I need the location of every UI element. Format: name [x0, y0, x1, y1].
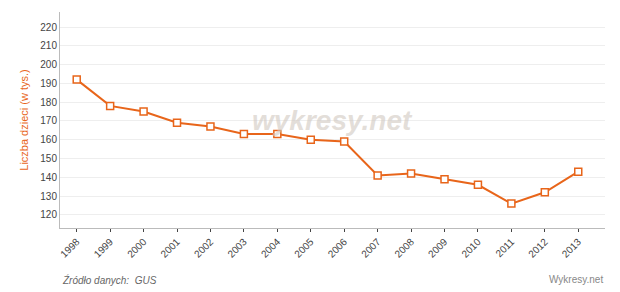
svg-text:2000: 2000 — [125, 236, 149, 260]
svg-text:2013: 2013 — [560, 236, 584, 260]
svg-text:2010: 2010 — [459, 236, 483, 260]
svg-text:220: 220 — [40, 22, 57, 33]
svg-text:2011: 2011 — [493, 236, 516, 259]
svg-text:170: 170 — [40, 115, 57, 126]
svg-text:wykresy.net: wykresy.net — [252, 105, 413, 136]
svg-text:Wykresy.net: Wykresy.net — [549, 274, 603, 285]
svg-text:160: 160 — [40, 134, 57, 145]
svg-text:140: 140 — [40, 172, 57, 183]
svg-text:Źródło danych: GUS: Źródło danych: GUS — [62, 274, 157, 286]
svg-text:190: 190 — [40, 78, 57, 89]
svg-text:Liczba dzieci (w tys.): Liczba dzieci (w tys.) — [18, 69, 30, 170]
svg-text:2005: 2005 — [292, 236, 316, 260]
svg-text:2002: 2002 — [192, 236, 216, 260]
svg-text:150: 150 — [40, 153, 57, 164]
svg-text:120: 120 — [40, 209, 57, 220]
svg-text:2001: 2001 — [158, 236, 182, 260]
svg-text:2009: 2009 — [426, 236, 450, 260]
svg-text:2006: 2006 — [326, 236, 350, 260]
svg-text:2007: 2007 — [359, 236, 383, 260]
svg-text:200: 200 — [40, 59, 57, 70]
svg-text:2003: 2003 — [225, 236, 249, 260]
svg-text:2008: 2008 — [393, 236, 417, 260]
svg-text:210: 210 — [40, 40, 57, 51]
svg-text:2004: 2004 — [259, 236, 283, 260]
svg-text:1998: 1998 — [58, 236, 82, 260]
svg-text:2012: 2012 — [526, 236, 550, 260]
svg-text:130: 130 — [40, 191, 57, 202]
svg-text:180: 180 — [40, 97, 57, 108]
svg-text:1999: 1999 — [92, 236, 116, 260]
